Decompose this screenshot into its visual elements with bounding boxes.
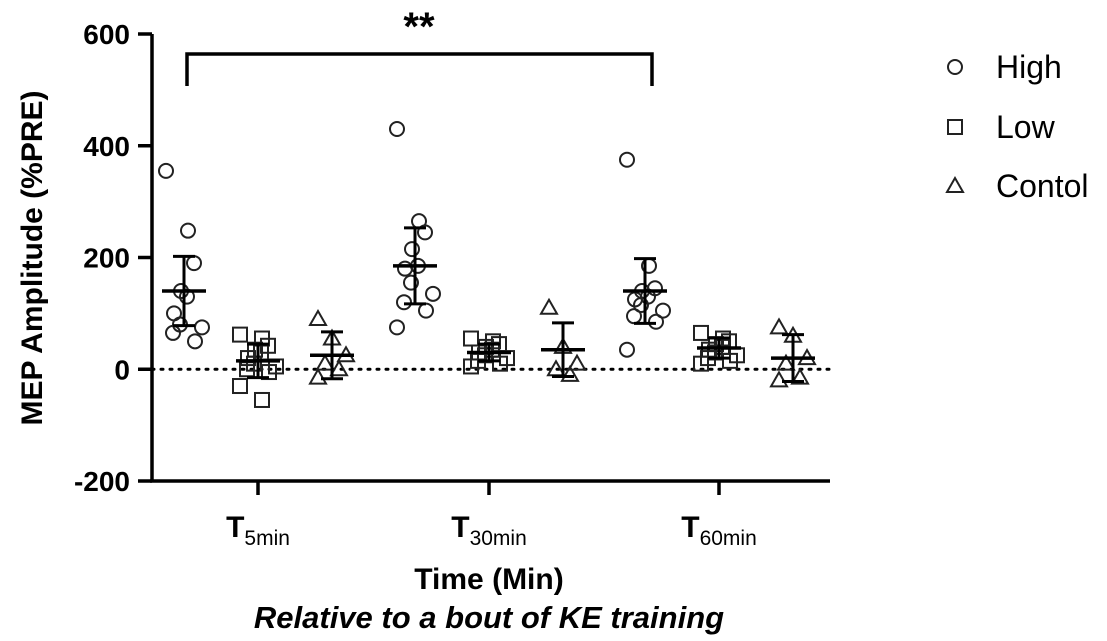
legend-label-high: High: [996, 49, 1062, 85]
series-group-high: [389, 120, 441, 336]
data-point-contol: [776, 353, 796, 371]
series-group-low: [463, 330, 515, 375]
y-tick-label: 200: [83, 243, 130, 274]
data-point-high: [180, 222, 196, 239]
data-point-contol: [769, 317, 789, 335]
data-point-low: [492, 355, 508, 372]
x-tick-label: T60min: [681, 511, 757, 550]
data-point-contol: [315, 353, 335, 371]
significance-bracket: **: [185, 5, 654, 86]
y-ticks: 600 400 200 0 -200: [74, 19, 152, 497]
data-point-contol: [769, 370, 789, 388]
series-group-contol: [539, 297, 587, 382]
y-tick-label: -200: [74, 466, 130, 497]
significance-bracket-line: [185, 52, 654, 86]
data-point-high: [655, 302, 671, 319]
data-point-high: [187, 333, 203, 350]
data-point-high: [626, 308, 642, 325]
data-point-low: [693, 355, 709, 372]
y-tick-label: 400: [83, 131, 130, 162]
data-point-high: [619, 341, 635, 358]
series-group-contol: [769, 317, 817, 388]
data-point-high: [403, 274, 419, 291]
data-point-contol: [790, 367, 810, 385]
legend-label-low: Low: [996, 109, 1056, 145]
data-point-high: [633, 296, 649, 313]
data-point-high: [404, 241, 420, 258]
data-point-high: [389, 120, 405, 137]
x-tick-label: T5min: [226, 511, 290, 550]
axes: [150, 34, 830, 483]
data-point-low: [254, 391, 270, 408]
legend-label-contol: Contol: [996, 168, 1089, 204]
series-group-low: [232, 326, 284, 408]
data-point-high: [418, 302, 434, 319]
legend: High Low Contol: [945, 49, 1089, 204]
data-point-contol: [560, 364, 580, 382]
data-point-high: [648, 313, 664, 330]
data-point-contol: [308, 308, 328, 326]
data-point-high: [389, 319, 405, 336]
data-point-high: [619, 151, 635, 168]
legend-marker-high: [947, 59, 963, 75]
x-ticks: T5min T30min T60min: [226, 481, 757, 550]
legend-marker-low: [947, 119, 963, 135]
data-point-low: [232, 326, 248, 343]
data-point-low: [722, 352, 738, 369]
plot-area: [150, 120, 832, 408]
y-tick-label: 600: [83, 19, 130, 50]
significance-label: **: [403, 5, 435, 49]
data-point-low: [693, 324, 709, 341]
data-point-contol: [308, 367, 328, 385]
data-point-high: [194, 319, 210, 336]
data-point-low: [232, 378, 248, 395]
data-point-high: [417, 224, 433, 241]
data-point-high: [186, 255, 202, 272]
data-point-contol: [329, 359, 349, 377]
x-axis-title: Time (Min): [414, 563, 563, 596]
data-point-high: [425, 285, 441, 302]
series-group-high: [158, 162, 210, 350]
chart-subtitle: Relative to a bout of KE training: [254, 600, 724, 635]
data-point-high: [397, 260, 413, 277]
data-point-contol: [567, 353, 587, 371]
x-tick-label: T30min: [451, 511, 527, 550]
data-point-high: [396, 294, 412, 311]
series-group-contol: [308, 308, 356, 385]
y-tick-label: 0: [114, 354, 130, 385]
series-group-low: [693, 324, 745, 372]
data-point-high: [158, 162, 174, 179]
data-point-low: [463, 330, 479, 347]
series-group-high: [619, 151, 671, 358]
data-point-contol: [539, 297, 559, 315]
y-axis-title: MEP Amplitude (%PRE): [16, 90, 49, 425]
data-point-low: [463, 358, 479, 375]
legend-marker-contol: [945, 175, 965, 193]
